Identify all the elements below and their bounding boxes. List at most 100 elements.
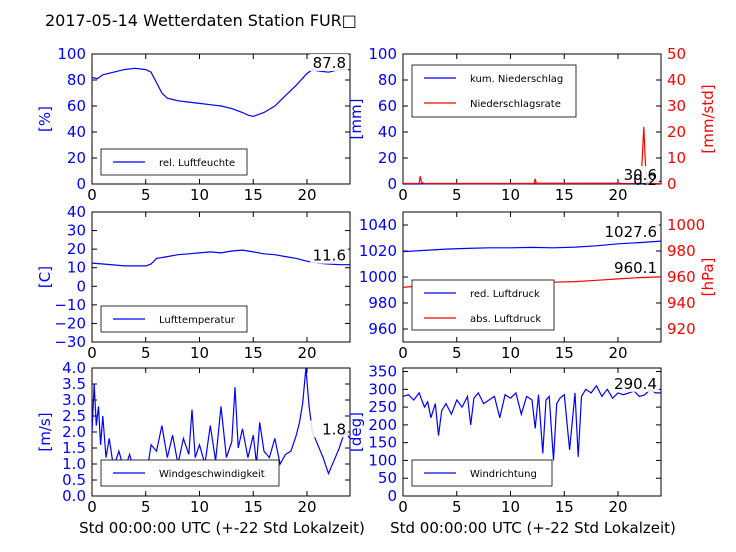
- precip-y-axis-label-right: [mm/std]: [699, 84, 717, 153]
- humidity-y-tick-label: 100: [57, 45, 86, 63]
- temperature-y-tick-label: 10: [67, 259, 86, 277]
- humidity-x-tick-label: 10: [190, 186, 209, 204]
- wind_speed-last-value-bg: [310, 420, 348, 438]
- temperature-series-line-0: [91, 249, 351, 267]
- temperature-y-tick-label: −30: [54, 333, 86, 351]
- humidity-y-axis-label: [%]: [36, 106, 54, 132]
- wind_direction-last-value-bg: [621, 374, 659, 392]
- pressure-y-tick-label: 1040: [359, 216, 397, 234]
- precip-y-tick-label-right: 10: [667, 149, 686, 167]
- pressure-y-tick-label: 1020: [359, 242, 397, 260]
- wind_speed-y-tick-label: 1.0: [62, 455, 86, 473]
- precip-y-tick-label: 40: [378, 123, 397, 141]
- temperature-y-tick-label: 30: [67, 222, 86, 240]
- wind_direction-y-axis-label: [deg]: [347, 412, 365, 452]
- precip-x-tick-label: 0: [398, 186, 408, 204]
- wind_speed-last-value: 1.8: [322, 420, 346, 438]
- wind_speed-y-tick-label: 1.5: [62, 439, 86, 457]
- wind_speed-y-tick-label: 2.5: [62, 407, 86, 425]
- precip-y-tick-label: 0: [387, 175, 397, 193]
- pressure-x-tick-label: 10: [501, 344, 520, 362]
- humidity-plot-frame: [91, 53, 351, 185]
- wind_direction-last-value: 290.4: [614, 375, 657, 393]
- wind_direction-x-tick-label: 0: [398, 498, 408, 516]
- temperature-y-tick-label: −20: [54, 314, 86, 332]
- wind_speed-x-tick-label: 15: [244, 498, 263, 516]
- wind_speed-x-tick-label: 10: [190, 498, 209, 516]
- precip-x-tick-label: 5: [452, 186, 462, 204]
- temperature-y-tick-label: 20: [67, 240, 86, 258]
- pressure-y-tick-label: 1000: [359, 268, 397, 286]
- precip-y-tick-label: 20: [378, 149, 397, 167]
- pressure-last-value-right: 960.1: [614, 259, 657, 277]
- humidity-last-value-bg: [310, 54, 348, 71]
- wind_direction-plot-frame: [402, 367, 662, 497]
- pressure-x-tick-label: 5: [452, 344, 462, 362]
- x-axis-label-left: Std 00:00:00 UTC (+-22 Std Lokalzeit): [79, 519, 365, 537]
- temperature-y-tick-label: 40: [67, 203, 86, 221]
- pressure-y-tick-label-right: 960: [667, 268, 696, 286]
- pressure-last-value: 1027.6: [605, 223, 658, 241]
- precip-y-tick-label: 100: [368, 45, 397, 63]
- humidity-series-line-0: [91, 67, 350, 118]
- temperature-x-tick-label: 10: [190, 344, 209, 362]
- pressure-legend-label: abs. Luftdruck: [470, 314, 541, 325]
- temperature-x-tick-label: 20: [297, 344, 316, 362]
- temperature-y-tick-label: 0: [76, 277, 86, 295]
- wind_direction-y-tick-label: 0: [387, 487, 397, 505]
- wind_direction-y-tick-label: 50: [378, 469, 397, 487]
- temperature-last-value: 11.6: [313, 247, 346, 265]
- pressure-legend-box: [411, 279, 555, 331]
- pressure-x-tick-label: 20: [608, 344, 627, 362]
- humidity-x-tick-label: 0: [87, 186, 97, 204]
- pressure-y-axis-label-right: [hPa]: [699, 258, 717, 297]
- temperature-last-value-bg: [310, 246, 348, 264]
- pressure-y-tick-label-right: 1000: [667, 216, 705, 234]
- precip-x-tick-label: 15: [555, 186, 574, 204]
- wind_direction-x-tick-label: 20: [608, 498, 627, 516]
- wind_speed-y-tick-label: 0.5: [62, 471, 86, 489]
- precip-legend-box: [411, 64, 577, 118]
- wind_speed-x-tick-label: 0: [87, 498, 97, 516]
- humidity-x-tick-label: 5: [141, 186, 151, 204]
- wind_speed-y-axis-label: [m/s]: [36, 412, 54, 451]
- precip-x-tick-label: 20: [608, 186, 627, 204]
- pressure-y-tick-label-right: 920: [667, 320, 696, 338]
- precip-x-tick-label: 10: [501, 186, 520, 204]
- pressure-x-tick-label: 15: [555, 344, 574, 362]
- precip-legend-label: Niederschlagsrate: [470, 99, 561, 110]
- wind_speed-y-tick-label: 2.0: [62, 423, 86, 441]
- precip-last-value: 30.6: [624, 166, 657, 184]
- pressure-y-tick-label: 980: [368, 294, 397, 312]
- wind_direction-y-tick-label: 150: [368, 434, 397, 452]
- wind_direction-x-tick-label: 10: [501, 498, 520, 516]
- wind_direction-y-tick-label: 300: [368, 380, 397, 398]
- precip-last-value-bg: [621, 166, 659, 183]
- precip-y-tick-label-right: 50: [667, 45, 686, 63]
- humidity-y-tick-label: 80: [67, 71, 86, 89]
- precip-y-tick-label-right: 40: [667, 71, 686, 89]
- humidity-last-value: 87.8: [313, 54, 346, 72]
- precip-y-tick-label-right: 30: [667, 97, 686, 115]
- wind_direction-series-line-0: [402, 384, 661, 461]
- precip-last-value-right: 0.2: [633, 171, 657, 189]
- temperature-x-tick-label: 5: [141, 344, 151, 362]
- wind_speed-y-tick-label: 3.5: [62, 375, 86, 393]
- precip-legend-label: kum. Niederschlag: [470, 74, 563, 85]
- humidity-legend-label: rel. Luftfeuchte: [159, 158, 235, 169]
- wind_direction-x-tick-label: 5: [452, 498, 462, 516]
- pressure-y-tick-label: 960: [368, 320, 397, 338]
- pressure-x-tick-label: 0: [398, 344, 408, 362]
- temperature-plot-frame: [91, 211, 351, 343]
- precip-y-tick-label-right: 0: [667, 175, 677, 193]
- wind_direction-y-tick-label: 350: [368, 363, 397, 381]
- pressure-legend-label: red. Luftdruck: [470, 289, 540, 300]
- humidity-y-tick-label: 40: [67, 123, 86, 141]
- temperature-legend-label: Lufttemperatur: [159, 315, 236, 326]
- humidity-x-tick-label: 15: [244, 186, 263, 204]
- wind_speed-y-tick-label: 3.0: [62, 391, 86, 409]
- wind_speed-x-tick-label: 20: [297, 498, 316, 516]
- humidity-y-tick-label: 60: [67, 97, 86, 115]
